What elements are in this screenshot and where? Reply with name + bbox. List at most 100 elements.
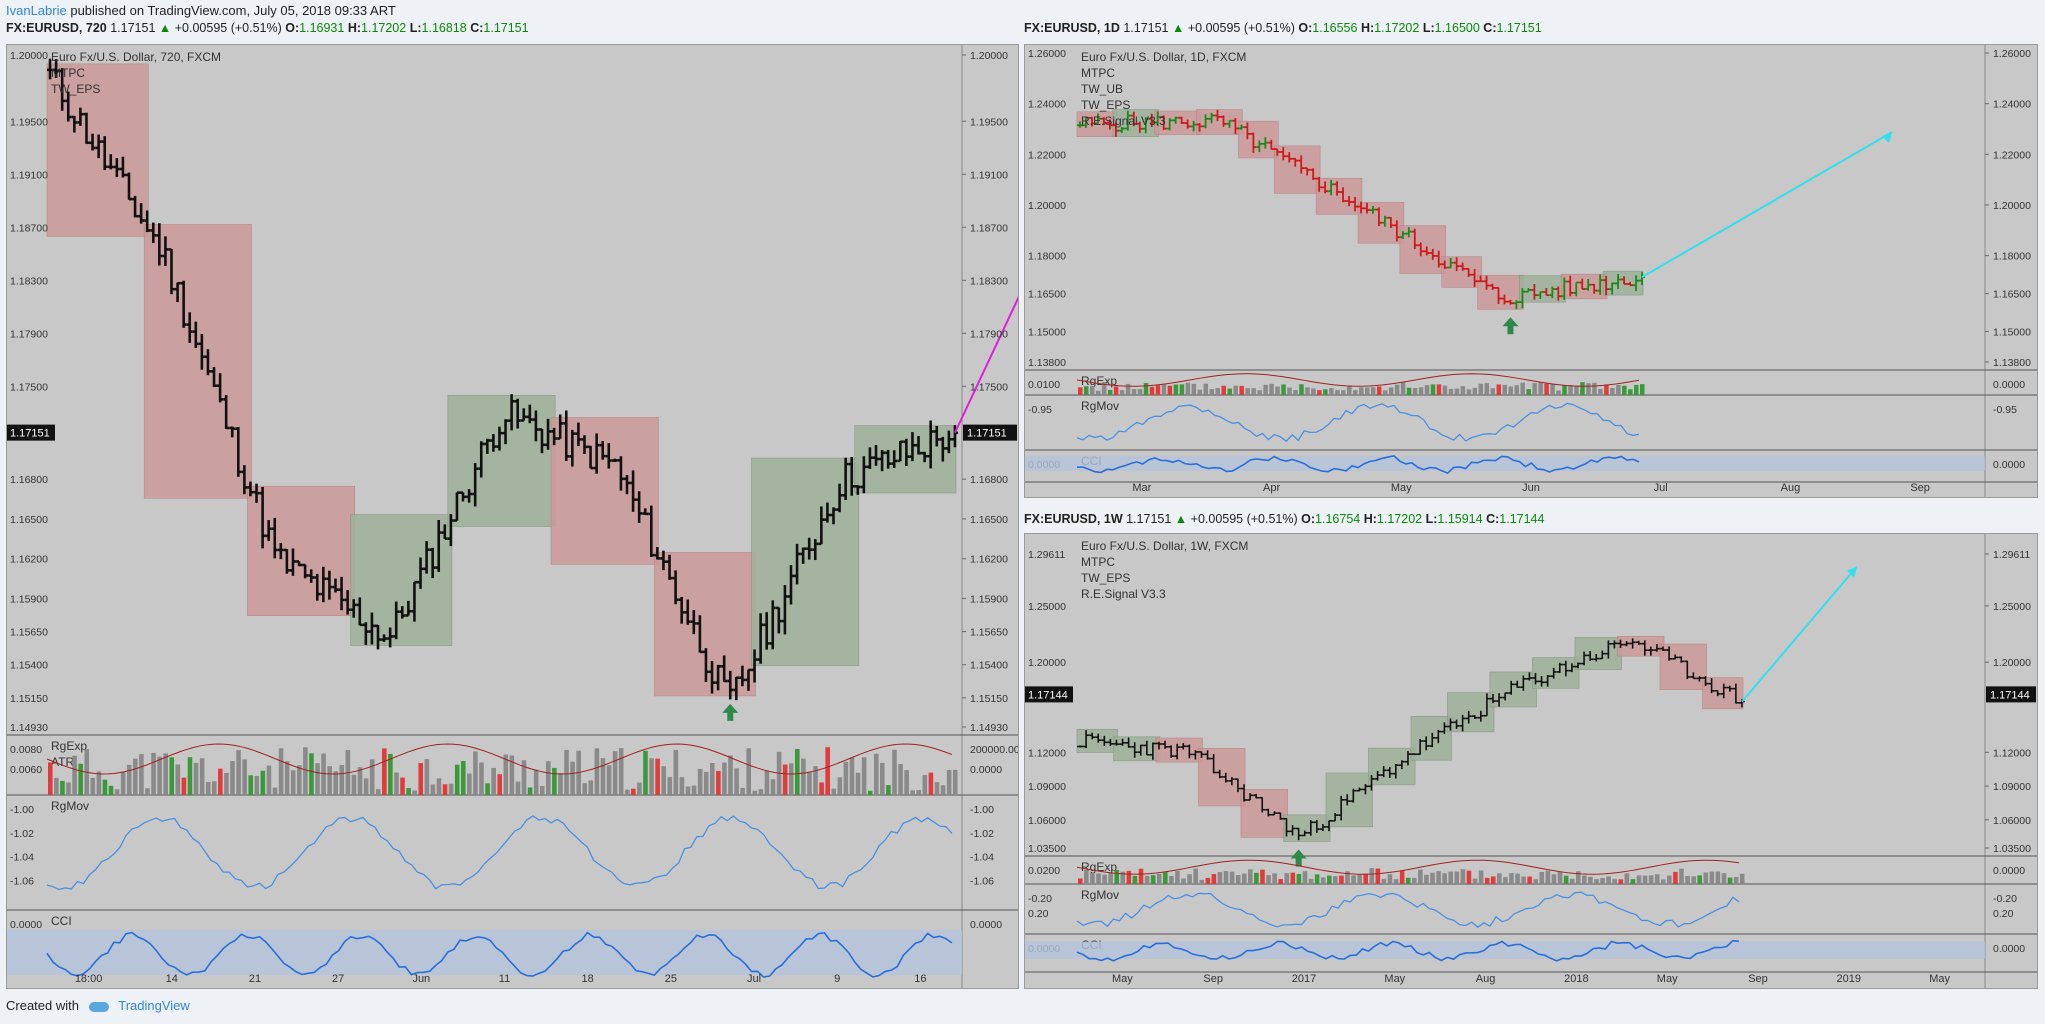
- volume-bar: [631, 788, 636, 795]
- volume-bar: [1399, 870, 1405, 884]
- volume-bar: [1363, 873, 1368, 884]
- volume-bar: [892, 749, 897, 795]
- daily-high: 1.17202: [1374, 21, 1420, 35]
- volume-bar: [1347, 385, 1352, 395]
- indicator-name: TW_EPS: [51, 82, 100, 96]
- subpane-tick-right: 0.0000: [1993, 459, 2025, 471]
- price-tick-label: 1.15150: [970, 693, 1008, 705]
- price-tick-label: 1.15400: [970, 660, 1008, 672]
- volume-bar: [1454, 871, 1460, 884]
- volume-bar: [388, 753, 393, 795]
- tradingview-link[interactable]: TradingView: [118, 998, 190, 1013]
- volume-bar: [442, 784, 448, 795]
- volume-bar: [1223, 871, 1229, 884]
- volume-bar: [539, 786, 545, 795]
- price-tick-label-left: 1.20000: [1028, 657, 1066, 669]
- volume-bar: [1640, 384, 1645, 395]
- volume-bar: [1155, 385, 1161, 395]
- volume-bar: [570, 761, 575, 795]
- volume-bar: [1592, 382, 1597, 395]
- volume-bar: [260, 770, 266, 795]
- volume-bar: [1520, 382, 1525, 395]
- volume-bar: [521, 760, 527, 795]
- volume-bar: [1685, 875, 1690, 884]
- price-tick-label: 1.13800: [1993, 357, 2031, 369]
- subpane-tick-right: -0.95: [1993, 404, 2017, 416]
- projection-arrow: [1641, 131, 1893, 279]
- volume-bar: [946, 769, 952, 795]
- volume-bar: [418, 763, 424, 795]
- subpane-name: RgExp: [1081, 860, 1117, 874]
- price-tick-label: 1.12000: [1993, 747, 2031, 759]
- up-triangle-icon: ▲: [158, 21, 172, 35]
- price-tick-label-left: 1.22000: [1028, 149, 1066, 161]
- volume-bar: [1235, 875, 1241, 884]
- volume-bar: [801, 758, 806, 795]
- volume-bar: [309, 753, 314, 795]
- volume-bar: [1193, 868, 1198, 884]
- price-tick-label-left: 1.20000: [10, 50, 48, 62]
- chart-panel-weekly[interactable]: 1.29611 1.29611 1.25000 1.25000 1.20000 1.200…: [1024, 533, 2038, 989]
- bullish-box: [751, 457, 860, 666]
- volume-bar: [211, 781, 217, 795]
- volume-bar: [1539, 871, 1545, 884]
- chart-panel-720[interactable]: 1.20000 1.20000 1.19500 1.19500 1.19100 1.191…: [6, 44, 1019, 989]
- subpane-tick: -1.00: [10, 804, 34, 816]
- daily-open: 1.16556: [1312, 21, 1358, 35]
- price-tick-label: 1.03500: [1993, 843, 2031, 855]
- subpane-tick: 0.0060: [10, 764, 42, 776]
- volume-bar: [1557, 871, 1563, 884]
- tradingview-cloud-icon: [88, 1001, 109, 1012]
- volume-bar: [509, 755, 515, 795]
- time-axis-label: 18: [582, 973, 594, 985]
- volume-bar: [479, 762, 484, 795]
- author-link[interactable]: IvanLabrie: [6, 3, 67, 18]
- volume-bar: [831, 788, 837, 795]
- volume-bar: [1472, 387, 1478, 395]
- weekly-high: 1.17202: [1376, 512, 1423, 526]
- volume-bar: [1424, 874, 1429, 884]
- volume-bar: [1454, 388, 1460, 395]
- time-axis-label: Mar: [1132, 482, 1151, 494]
- indicator-name: MTPC: [1081, 555, 1115, 569]
- price-tick-label: 1.24000: [1993, 99, 2031, 111]
- price-tick-label-left: 1.19100: [10, 169, 48, 181]
- volume-bar: [1394, 384, 1400, 395]
- chart-panel-daily[interactable]: 1.26000 1.26000 1.24000 1.24000 1.22000 1.220…: [1024, 44, 2038, 498]
- volume-bar: [1466, 870, 1472, 884]
- volume-bar: [1078, 387, 1083, 395]
- volume-bar: [1179, 384, 1185, 395]
- price-tick-label-left: 1.12000: [1028, 747, 1066, 759]
- volume-bar: [1341, 390, 1346, 395]
- subpane-name: RgMov: [1081, 888, 1119, 902]
- volume-bar: [1101, 382, 1107, 395]
- volume-bar: [1353, 390, 1358, 395]
- price-tick-label: 1.15650: [970, 627, 1008, 639]
- time-axis-label: May: [1929, 973, 1950, 985]
- volume-bar: [1466, 389, 1472, 395]
- volume-bar: [1478, 383, 1484, 395]
- volume-bar: [327, 766, 332, 795]
- time-axis-label: Apr: [1263, 482, 1280, 494]
- volume-bar: [1375, 868, 1381, 884]
- volume-bar: [1281, 384, 1286, 395]
- bullish-box: [1410, 715, 1452, 761]
- volume-bar: [697, 768, 703, 795]
- indicator-name: TW_UB: [1081, 82, 1123, 96]
- volume-bar: [1203, 383, 1209, 395]
- volume-bar: [837, 777, 843, 795]
- left-symbol-line: FX:EURUSD, 720 1.17151 ▲ +0.00595 (+0.51…: [6, 21, 529, 35]
- volume-bar: [1550, 384, 1555, 395]
- volume-bar: [1241, 873, 1247, 884]
- volume-bar: [1569, 878, 1575, 884]
- price-tick-label-left: 1.16200: [10, 554, 48, 566]
- price-tick-label-left: 1.15400: [10, 660, 48, 672]
- price-tick-label: 1.15900: [970, 593, 1008, 605]
- volume-bar: [1580, 382, 1585, 395]
- price-tick-label-left: 1.20000: [1028, 200, 1066, 212]
- arrow-head-icon: [1882, 132, 1893, 144]
- volume-bar: [661, 766, 666, 795]
- volume-bar: [315, 763, 320, 795]
- cci-band: [1025, 941, 1985, 959]
- volume-bar: [1709, 871, 1715, 884]
